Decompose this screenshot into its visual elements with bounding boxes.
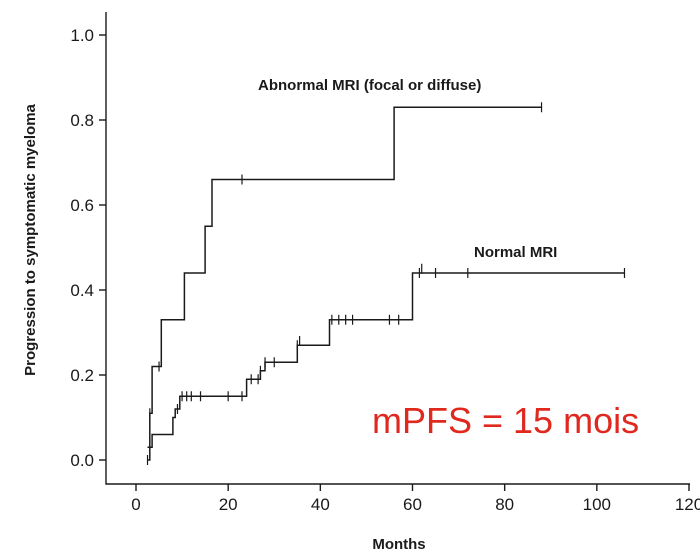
x-tick-label: 80: [495, 495, 514, 514]
y-tick-label: 0.2: [70, 366, 94, 385]
x-tick-label: 100: [583, 495, 611, 514]
series-group: [146, 102, 626, 465]
y-axis-title: Progression to symptomatic myeloma: [22, 103, 39, 375]
series-label-abnormal-mri: Abnormal MRI (focal or diffuse): [258, 77, 481, 94]
y-tick-label: 0.6: [70, 196, 94, 215]
x-axis-ticks: 0 20 40 60 80 100 120: [131, 484, 700, 514]
y-tick-label: 0.4: [70, 281, 94, 300]
x-tick-label: 120: [675, 495, 700, 514]
y-axis-ticks: 0.0 0.2 0.4 0.6 0.8 1.0: [70, 26, 106, 470]
axis-frame: [105, 12, 690, 485]
x-tick-label: 60: [403, 495, 422, 514]
series-label-normal-mri: Normal MRI: [474, 244, 557, 261]
y-tick-label: 0.8: [70, 111, 94, 130]
series-line-normal-mri: [147, 272, 625, 461]
series-line-abnormal-mri: [147, 106, 542, 449]
x-tick-label: 0: [131, 495, 140, 514]
x-tick-label: 40: [311, 495, 330, 514]
x-axis-title: Months: [372, 536, 425, 553]
y-tick-label: 1.0: [70, 26, 94, 45]
mpfs-annotation: mPFS = 15 mois: [372, 400, 639, 441]
x-tick-label: 20: [219, 495, 238, 514]
y-tick-label: 0.0: [70, 451, 94, 470]
